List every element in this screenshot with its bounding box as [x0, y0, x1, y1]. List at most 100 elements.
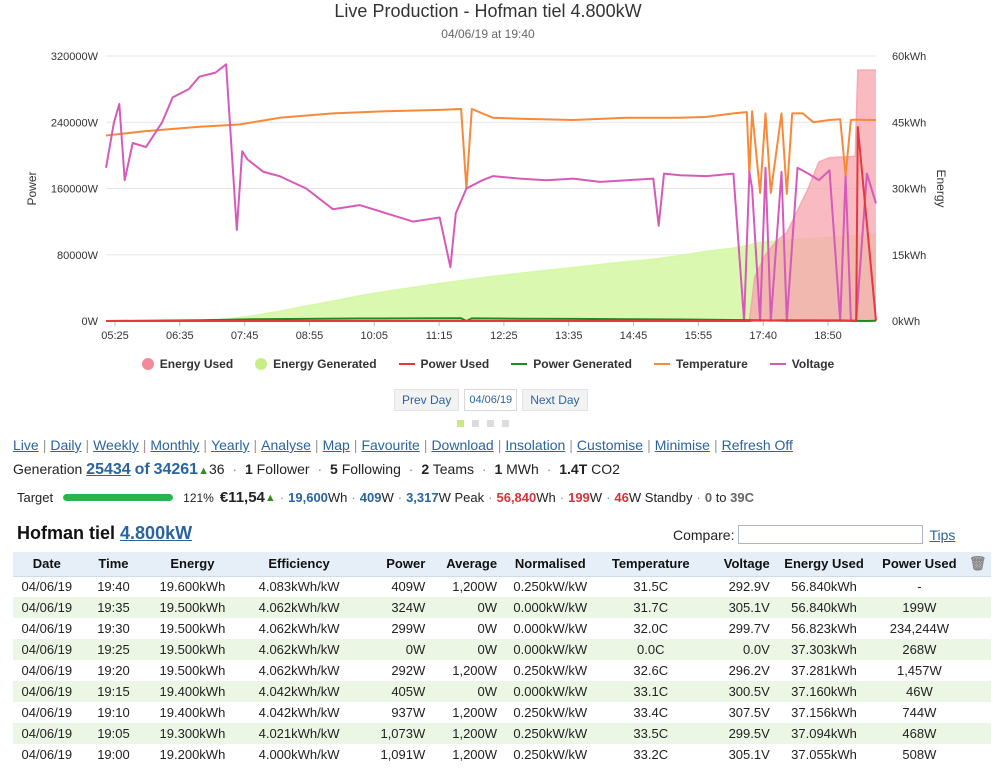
column-header-energy[interactable]: Energy: [146, 552, 239, 577]
pager-dot[interactable]: [487, 420, 494, 427]
y2-tick-label: 45kWh: [892, 117, 926, 129]
pager-dot[interactable]: [502, 420, 509, 427]
table-cell: 19.600kWh: [159, 579, 226, 595]
nav-separator: |: [85, 437, 90, 453]
table-cell: 04/06/19: [21, 705, 73, 720]
legend-swatch: [511, 363, 528, 365]
tips-link[interactable]: Tips: [929, 526, 956, 543]
target-progress-bar: [63, 494, 174, 501]
series-line-power-used: [106, 126, 877, 322]
nav-link-analyse[interactable]: Analyse: [261, 437, 311, 453]
pager-dot[interactable]: [457, 420, 464, 427]
legend-swatch: [141, 358, 154, 370]
nav-link-download[interactable]: Download: [431, 437, 494, 453]
x-tick-label: 08:55: [296, 330, 324, 342]
table-cell: 56.823kWh: [791, 621, 857, 636]
system-size-link[interactable]: 4.800kW: [120, 523, 193, 543]
table-cell: 32.0C: [633, 621, 669, 636]
legend-item-energy-used[interactable]: Energy Used: [141, 357, 233, 371]
chart-pager: [457, 420, 509, 427]
production-chart[interactable]: 0W 0kWh 80000W 15kWh 160000W 30kWh 240000W 45kW…: [0, 40, 976, 350]
table-cell: 19:15: [80, 681, 147, 702]
nav-separator: |: [353, 437, 358, 453]
energy-unit: Wh: [327, 490, 348, 505]
column-header-date[interactable]: Date: [13, 552, 81, 577]
column-header-time[interactable]: Time: [80, 552, 147, 577]
table-row: 04/06/19 19:25 19.500kWh 4.062kWh/kW 0W 0W 0.0…: [13, 639, 991, 660]
nav-link-yearly[interactable]: Yearly: [211, 437, 250, 453]
x-tick-label: 15:55: [685, 330, 713, 342]
nav-separator: |: [42, 437, 47, 453]
table-row: 04/06/19 19:40 19.600kWh 4.083kWh/kW 409W 1,2…: [13, 576, 991, 597]
nav-separator: |: [647, 437, 651, 453]
table-cell: 19:05: [80, 723, 147, 744]
legend-item-power-used[interactable]: Power Used: [398, 357, 489, 371]
prev-day-button[interactable]: Prev Day: [394, 389, 460, 411]
table-cell: 37.281kWh: [791, 663, 857, 678]
legend-swatch: [653, 363, 670, 365]
rank-change: 36: [208, 461, 225, 477]
legend-item-voltage[interactable]: Voltage: [769, 357, 834, 371]
temp-min: 0: [704, 490, 713, 505]
legend-item-temperature[interactable]: Temperature: [653, 357, 748, 371]
table-cell: 292W: [391, 663, 426, 678]
nav-link-insolation[interactable]: Insolation: [505, 437, 566, 453]
nav-link-daily[interactable]: Daily: [50, 437, 82, 453]
compare-box: Compare: Tips: [673, 525, 955, 544]
x-tick-label: 06:35: [166, 330, 194, 342]
trash-icon[interactable]: 🗑: [968, 555, 987, 572]
x-tick-label: 13:35: [555, 330, 583, 342]
column-header-power-used[interactable]: Power Used: [874, 552, 965, 577]
column-header-efficiency[interactable]: Efficiency: [238, 552, 360, 577]
table-cell: 234,244W: [889, 621, 950, 636]
y2-tick-label: 30kWh: [892, 184, 926, 196]
teams-label[interactable]: Teams: [432, 461, 474, 477]
table-cell: 4.062kWh/kW: [258, 663, 340, 678]
nav-separator: |: [142, 437, 147, 453]
used-energy-unit: Wh: [536, 490, 556, 505]
nav-link-refresh-off[interactable]: Refresh Off: [721, 437, 793, 453]
system-name: Hofman tiel: [17, 523, 116, 543]
column-header-average[interactable]: Average: [429, 552, 502, 577]
day-date-picker[interactable]: 04/06/19: [464, 389, 518, 411]
column-header-normalised[interactable]: Normalised: [501, 552, 600, 577]
table-cell: 19:20: [97, 663, 130, 678]
nav-link-customise[interactable]: Customise: [576, 437, 644, 453]
column-header-temperature[interactable]: Temperature: [599, 552, 703, 577]
table-cell: 33.5C: [599, 723, 703, 744]
table-cell: 56.840kWh: [791, 579, 857, 595]
following-label[interactable]: Following: [341, 461, 401, 477]
stats-line: Generation 25434 of 34261▲36 · 1 Followe…: [13, 461, 620, 478]
column-header-power[interactable]: Power: [359, 552, 430, 577]
nav-link-monthly[interactable]: Monthly: [150, 437, 200, 453]
compare-input[interactable]: [738, 525, 924, 544]
next-day-button[interactable]: Next Day: [522, 389, 588, 411]
table-cell: 19.400kWh: [146, 681, 239, 702]
pager-dot[interactable]: [472, 420, 479, 427]
nav-link-map[interactable]: Map: [322, 437, 350, 453]
x-tick-label: 14:45: [620, 330, 648, 342]
legend-item-power-generated[interactable]: Power Generated: [511, 357, 632, 371]
nav-link-minimise[interactable]: Minimise: [654, 437, 710, 453]
table-cell: 19.300kWh: [146, 723, 239, 744]
table-cell: 31.5C: [633, 579, 669, 595]
nav-separator: |: [713, 437, 718, 453]
table-cell: 405W: [359, 681, 430, 702]
nav-link-live[interactable]: Live: [13, 437, 39, 453]
table-cell: 04/06/19: [21, 621, 73, 636]
rank-link[interactable]: 25434: [86, 461, 131, 478]
nav-link-weekly[interactable]: Weekly: [93, 437, 139, 453]
column-header-voltage[interactable]: Voltage: [702, 552, 774, 577]
table-cell: 04/06/19: [21, 579, 73, 595]
column-header-energy-used[interactable]: Energy Used: [773, 552, 875, 577]
temp-max: 39C: [730, 490, 755, 505]
power-unit: W: [381, 490, 394, 505]
table-cell: 37.055kWh: [791, 747, 857, 762]
table-cell: 04/06/19: [13, 597, 81, 618]
y2-axis-title: Energy: [934, 169, 948, 207]
legend-item-energy-generated[interactable]: Energy Generated: [255, 357, 377, 371]
nav-link-favourite[interactable]: Favourite: [361, 437, 420, 453]
y2-tick-label: 60kWh: [892, 51, 926, 63]
followers-label[interactable]: Follower: [256, 461, 310, 477]
money-up-icon: ▲: [264, 491, 276, 504]
